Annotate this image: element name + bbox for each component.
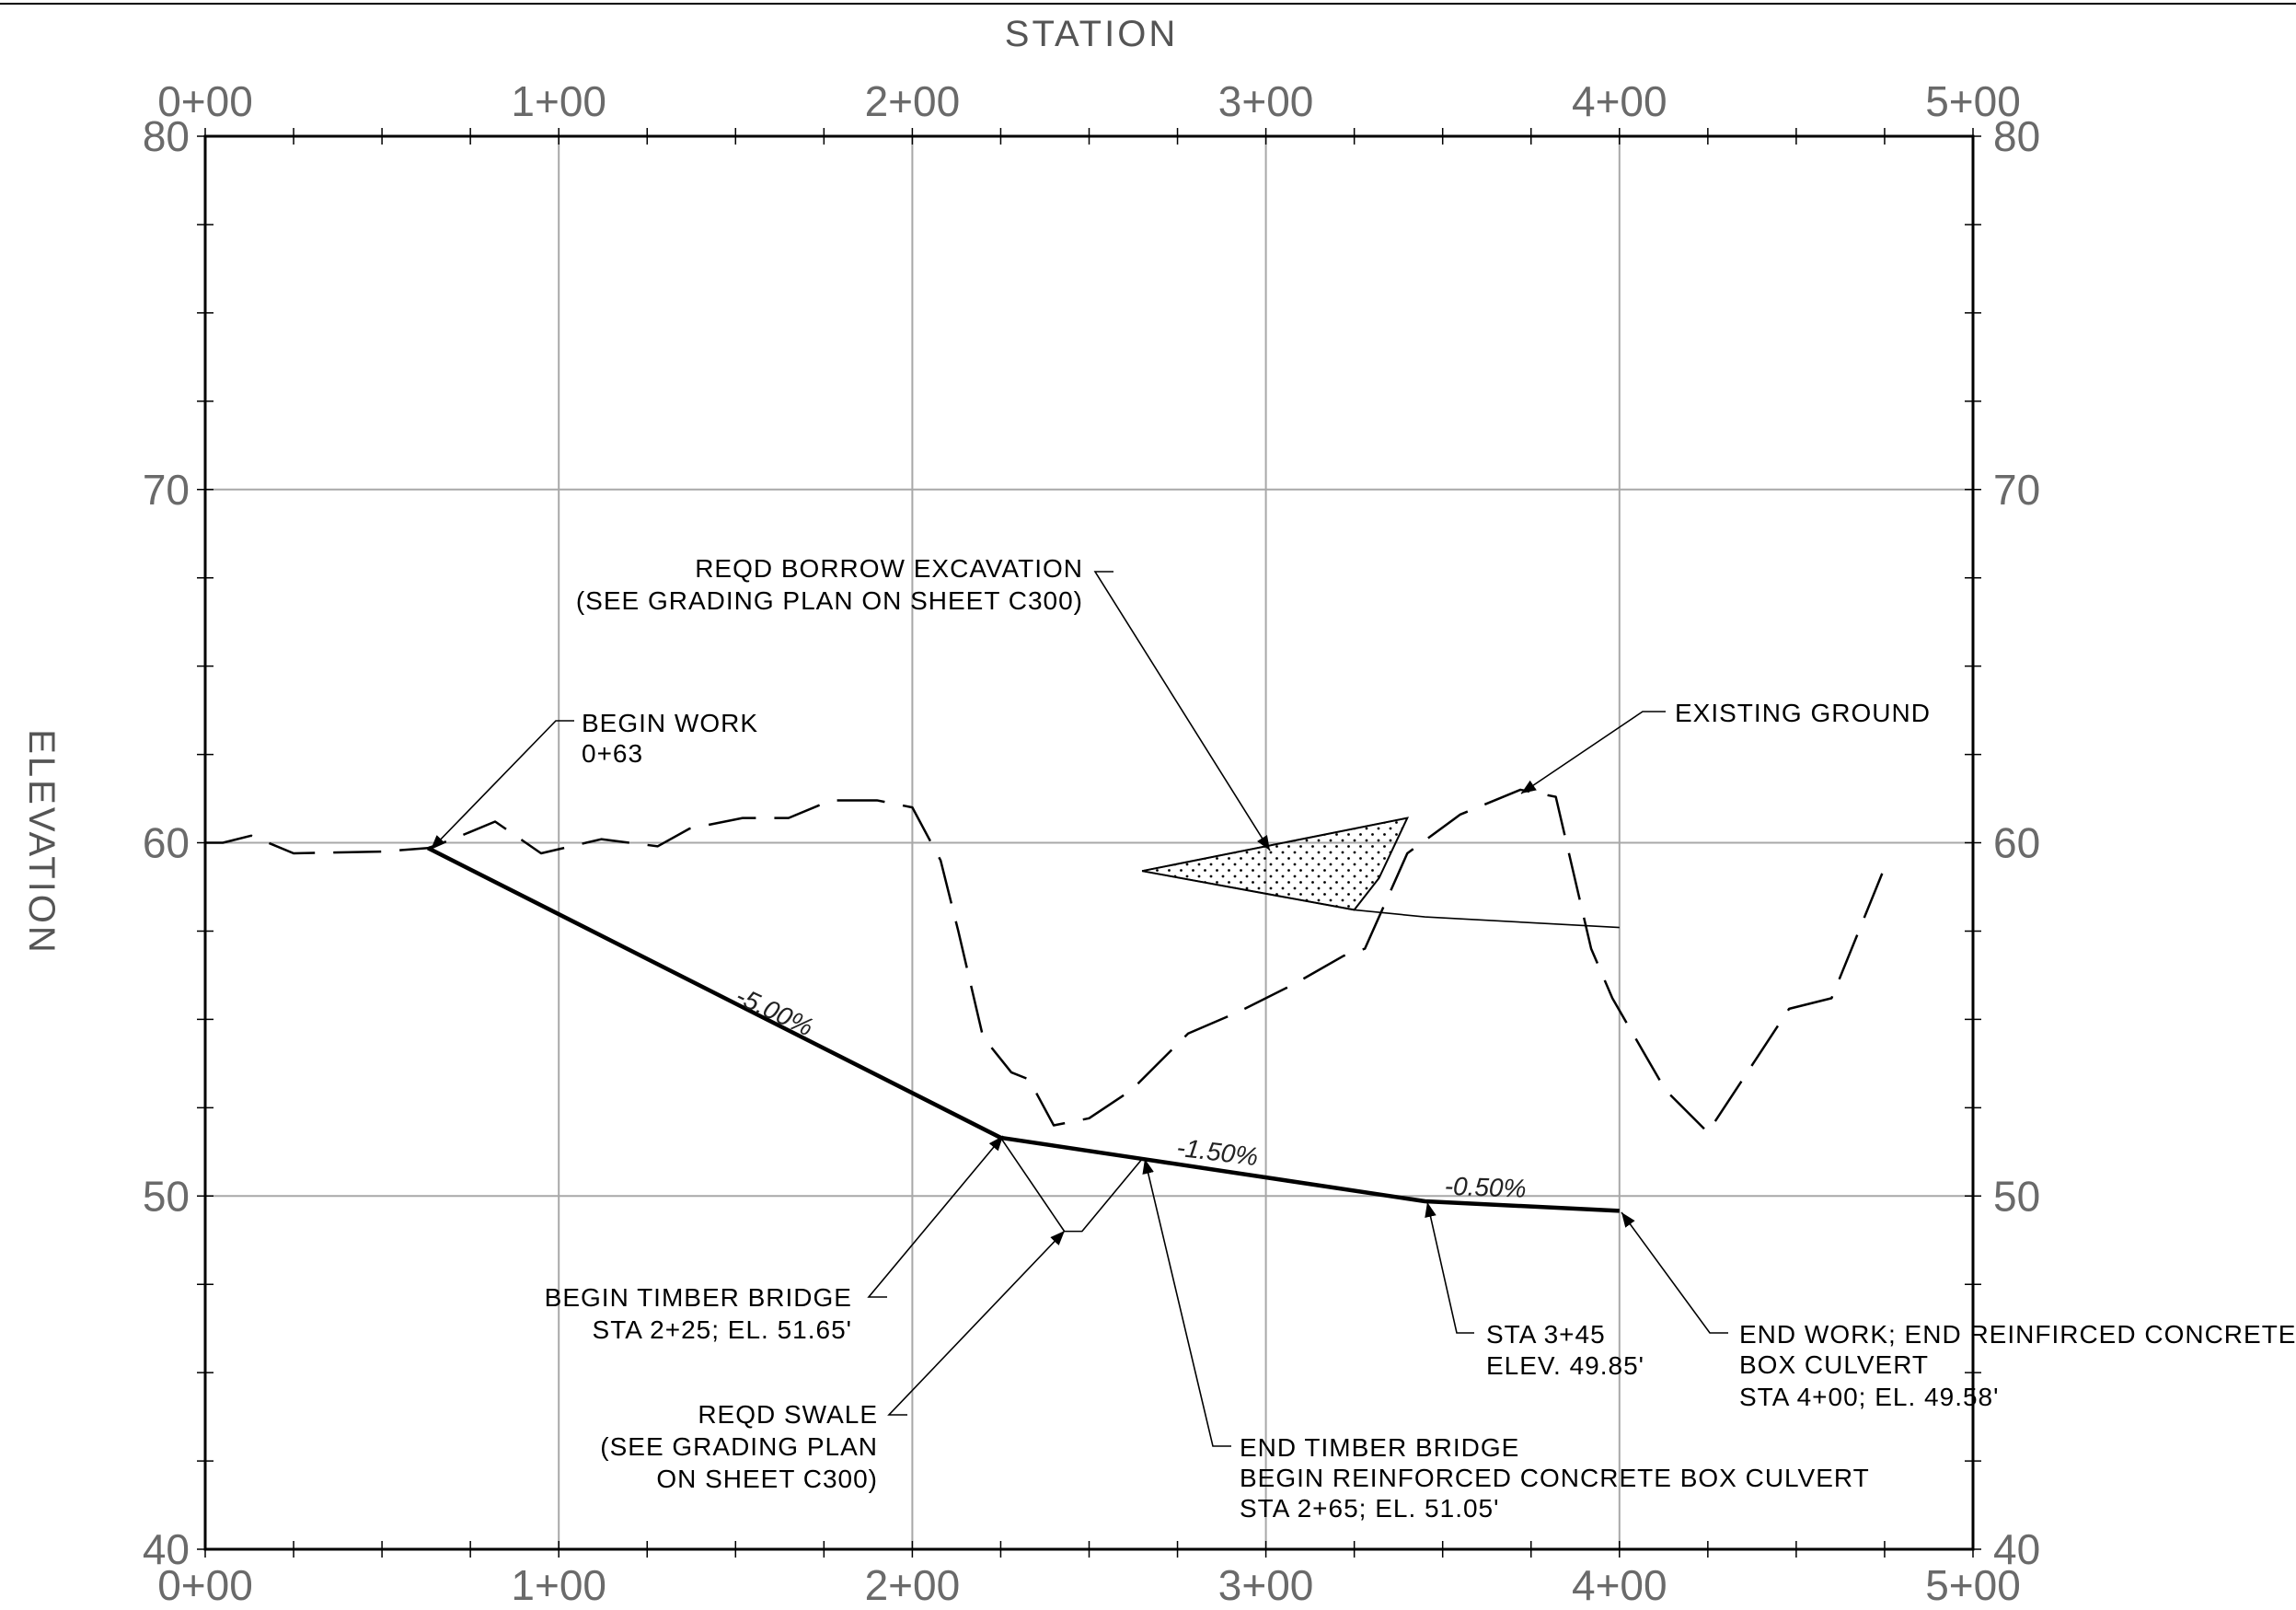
existing-line	[205, 788, 1886, 1134]
grade-label: -5.00%	[732, 981, 818, 1042]
note-line: BOX CULVERT	[1739, 1350, 1929, 1379]
annotation-existing-ground: EXISTING GROUND	[1675, 699, 1931, 727]
y-tick-label-left: 50	[143, 1172, 190, 1220]
x-tick-label-top: 4+00	[1572, 77, 1667, 125]
borrow-bottom-line	[1141, 870, 1620, 929]
y-axis-title: ELEVATION	[21, 729, 62, 956]
proposed-line	[427, 846, 1620, 1213]
annotation-reqd-swale: REQD SWALE (SEE GRADING PLAN ON SHEET C3…	[600, 1400, 878, 1493]
y-tick-label-left: 70	[143, 466, 190, 514]
note-line: STA 4+00; EL. 49.58'	[1739, 1383, 1999, 1411]
x-tick-label-bottom: 5+00	[1925, 1561, 2021, 1609]
note-line: ELEV. 49.85'	[1486, 1351, 1644, 1380]
note-line: (SEE GRADING PLAN ON SHEET C300)	[576, 586, 1083, 615]
note-line: END WORK; END REINFIRCED CONCRETE	[1739, 1320, 2296, 1349]
annotation-sta-345: STA 3+45 ELEV. 49.85'	[1486, 1320, 1644, 1380]
y-tick-label-left: 80	[143, 112, 190, 160]
x-tick-label-bottom: 3+00	[1218, 1561, 1314, 1609]
y-tick-label-right: 70	[1993, 466, 2040, 514]
grid	[205, 136, 1973, 1549]
note-line: REQD SWALE	[698, 1400, 878, 1429]
leaders	[430, 571, 1728, 1447]
x-tick-label-top: 0+00	[157, 77, 253, 125]
y-tick-label-left: 40	[143, 1525, 190, 1573]
y-tick-label-right: 50	[1993, 1172, 2040, 1220]
grade-label: -0.50%	[1444, 1172, 1527, 1203]
annotation-end-work: END WORK; END REINFIRCED CONCRETE BOX CU…	[1739, 1320, 2296, 1411]
note-line: STA 2+65; EL. 51.05'	[1240, 1494, 1499, 1523]
leader-arrow	[1621, 1211, 1728, 1334]
borrow-top-line	[1141, 817, 1408, 872]
note-line: 0+63	[582, 739, 643, 768]
note-line: REQD BORROW EXCAVATION	[695, 554, 1083, 583]
annotation-begin-work: BEGIN WORK 0+63	[582, 709, 758, 768]
profile-lines	[205, 788, 1886, 1233]
x-tick-label-bottom: 2+00	[865, 1561, 961, 1609]
note-line: BEGIN WORK	[582, 709, 758, 737]
x-tick-label-bottom: 0+00	[157, 1561, 253, 1609]
note-line: STA 2+25; EL. 51.65'	[593, 1315, 852, 1344]
note-line: BEGIN REINFORCED CONCRETE BOX CULVERT	[1240, 1464, 1870, 1492]
y-tick-label-right: 60	[1993, 819, 2040, 867]
x-tick-label-bottom: 4+00	[1572, 1561, 1667, 1609]
note-line: END TIMBER BRIDGE	[1240, 1433, 1519, 1462]
x-tick-label-top: 5+00	[1925, 77, 2021, 125]
borrow-excavation-region	[1141, 817, 1410, 911]
y-tick-label-right: 40	[1993, 1525, 2040, 1573]
swale-line	[999, 1137, 1143, 1233]
leader-arrow	[1425, 1201, 1474, 1334]
annotation-end-timber: END TIMBER BRIDGE BEGIN REINFORCED CONCR…	[1240, 1433, 1870, 1523]
note-line: EXISTING GROUND	[1675, 699, 1931, 727]
leader-arrow	[1093, 571, 1271, 851]
y-tick-label-left: 60	[143, 819, 190, 867]
note-line: ON SHEET C300)	[656, 1465, 878, 1493]
note-line: STA 3+45	[1486, 1320, 1606, 1349]
x-tick-label-bottom: 1+00	[511, 1561, 606, 1609]
leader-arrow	[1142, 1158, 1231, 1447]
x-tick-label-top: 3+00	[1218, 77, 1314, 125]
grade-labels: -5.00%-1.50%-0.50%	[732, 981, 1527, 1203]
leader-arrow	[887, 1230, 1066, 1416]
shaded-regions	[1141, 817, 1410, 911]
x-tick-label-top: 1+00	[511, 77, 606, 125]
annotation-begin-timber: BEGIN TIMBER BRIDGE STA 2+25; EL. 51.65'	[545, 1283, 852, 1344]
x-tick-label-top: 2+00	[865, 77, 961, 125]
y-tick-label-right: 80	[1993, 112, 2040, 160]
leader-arrow	[867, 1135, 1004, 1298]
annotation-borrow: REQD BORROW EXCAVATION (SEE GRADING PLAN…	[576, 554, 1083, 615]
note-line: (SEE GRADING PLAN	[600, 1432, 878, 1461]
leader-arrow	[1520, 711, 1666, 794]
x-axis-title: STATION	[1005, 14, 1178, 54]
note-line: BEGIN TIMBER BRIDGE	[545, 1283, 852, 1312]
leader-arrow	[430, 720, 574, 851]
tick-labels: 0+00 0+00 1+00 1+00 2+00 2+00 3+00 3+00 4+00 4+00…	[143, 77, 2040, 1609]
